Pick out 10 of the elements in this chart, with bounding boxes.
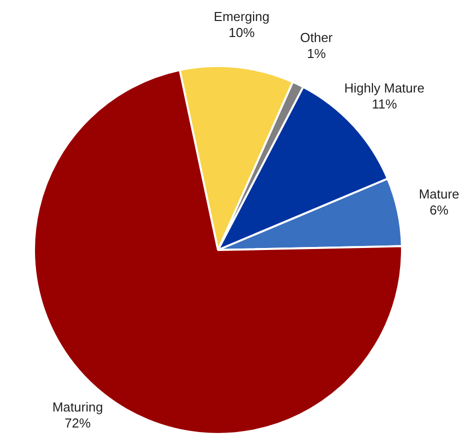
data-label: 1% bbox=[306, 46, 326, 62]
data-label: 11% bbox=[372, 96, 398, 112]
data-label: 6% bbox=[430, 202, 449, 218]
slice-label: Highly Mature bbox=[344, 80, 424, 96]
slice-label: Other bbox=[300, 30, 334, 46]
slice-label: Mature bbox=[418, 186, 460, 202]
slice-label: Emerging bbox=[214, 8, 270, 24]
slice-label: Maturing bbox=[52, 400, 103, 415]
data-label: 72% bbox=[64, 416, 92, 431]
data-label: 10% bbox=[228, 24, 256, 40]
